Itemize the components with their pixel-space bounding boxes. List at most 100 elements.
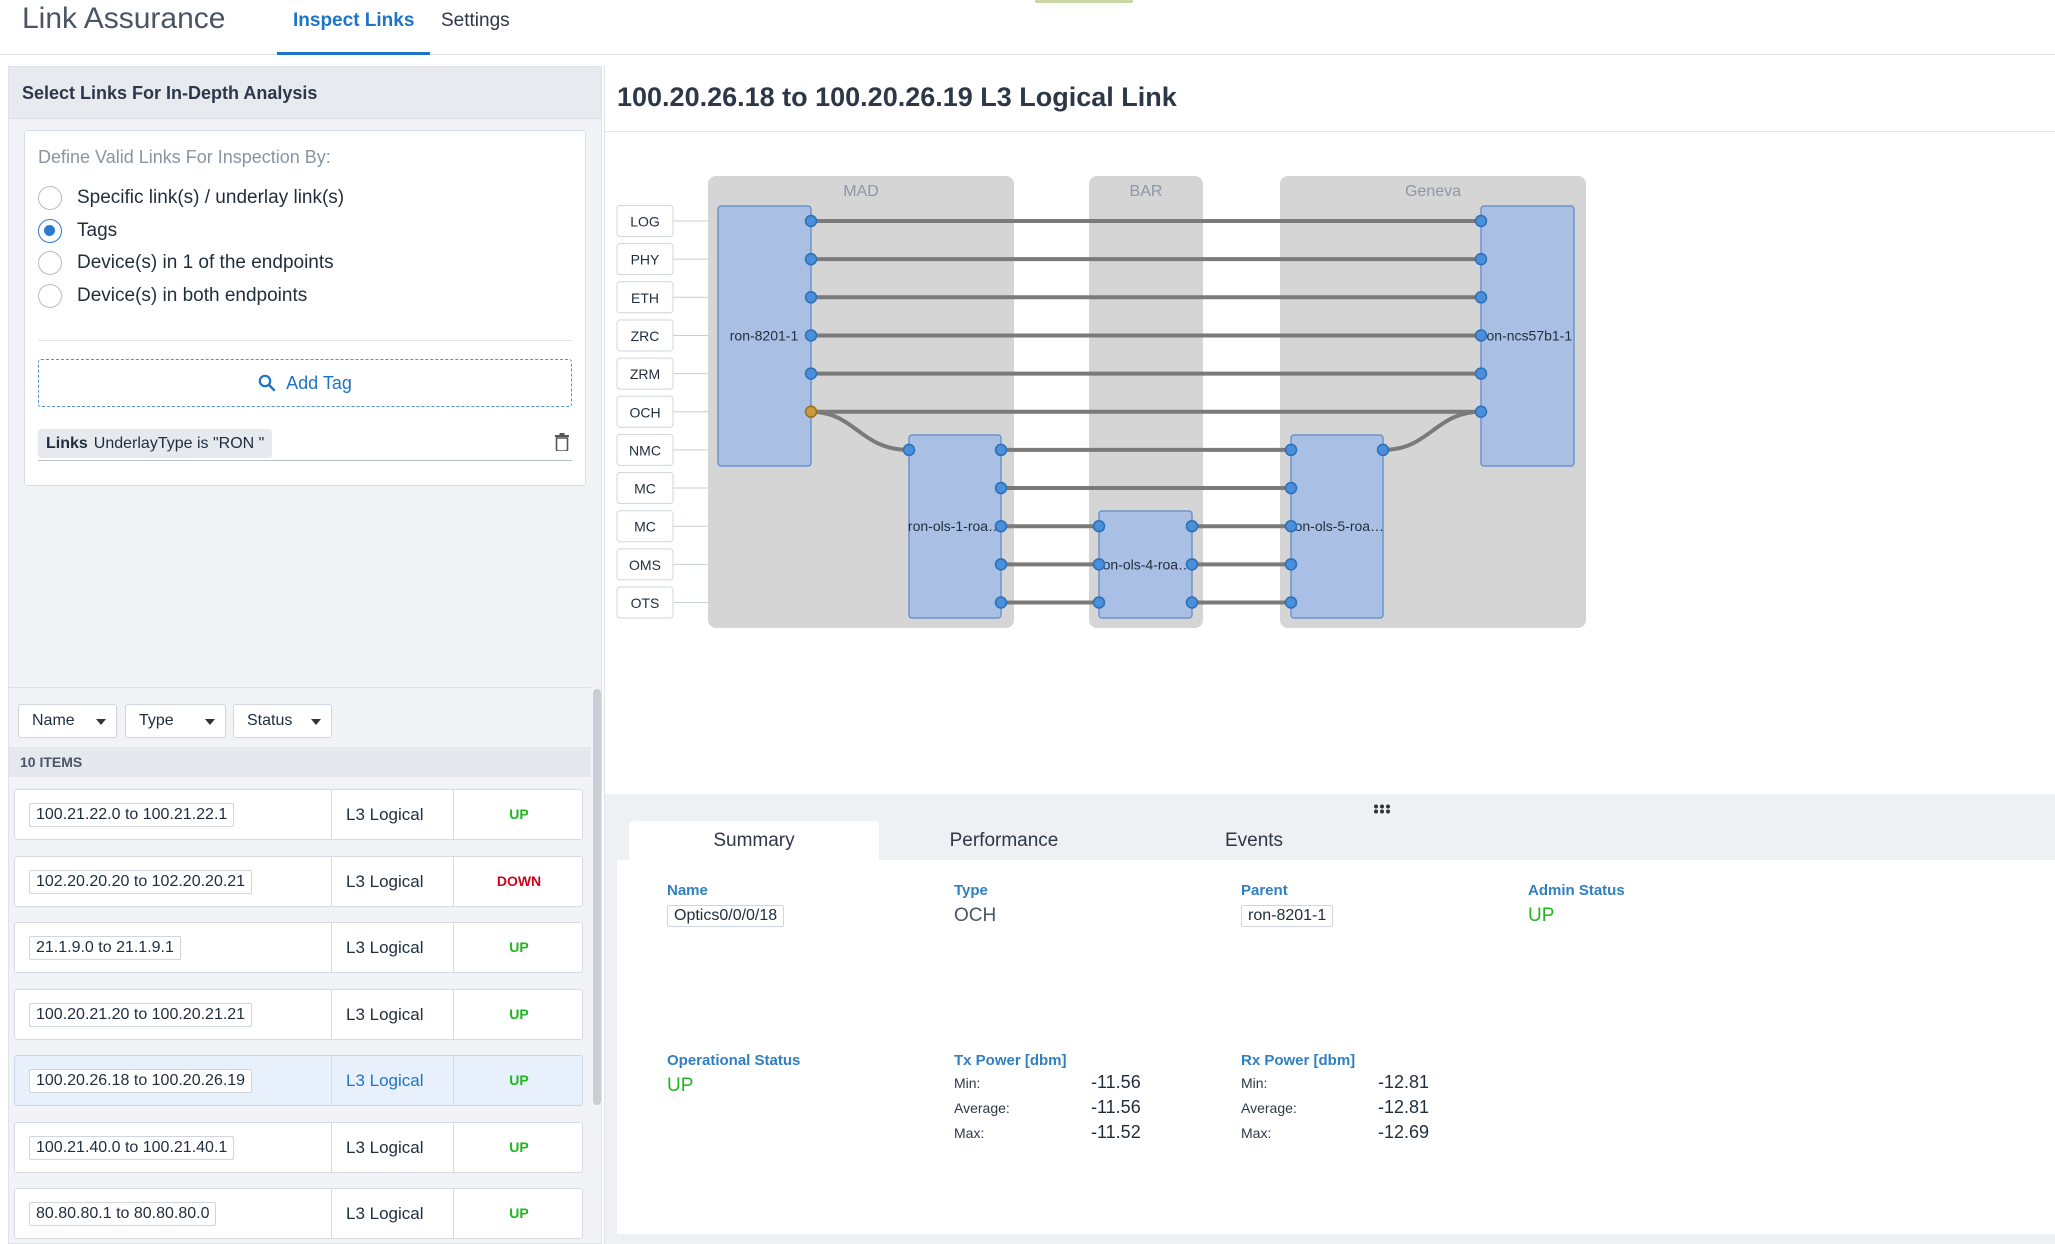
port-dot[interactable] [1284,558,1298,571]
stat-label: Min: [954,1075,981,1091]
port-dot[interactable] [1474,291,1488,304]
search-icon [258,374,276,392]
link-name: 21.1.9.0 to 21.1.9.1 [29,936,181,960]
port-dot[interactable] [1284,481,1298,495]
field-label: Admin Status [1528,882,1625,899]
rx-min-row: Min: -12.81 [1241,1072,1461,1100]
layer-label: MC [634,519,656,535]
option-specific-links[interactable]: Specific link(s) / underlay link(s) [38,182,572,215]
port-dot[interactable] [1474,329,1488,342]
table-row[interactable]: 102.20.20.20 to 102.20.20.21 L3 Logical DO… [14,855,583,907]
filter-name-dropdown[interactable]: Name [18,704,117,738]
table-row[interactable]: 21.1.9.0 to 21.1.9.1 L3 Logical UP [14,922,583,973]
link-name: 102.20.20.20 to 102.20.20.21 [29,869,253,894]
device-label: ron-ols-1-roa… [908,518,1002,534]
port-dot[interactable] [1185,558,1199,571]
table-row[interactable]: 80.80.80.1 to 80.80.80.0 L3 Logical UP [14,1188,583,1239]
port-dot[interactable] [1474,214,1488,228]
layer-label: OCH [629,404,660,420]
rx-avg-row: Average: -12.81 [1241,1097,1461,1125]
filter-type-dropdown[interactable]: Type [125,704,226,738]
port-dot[interactable] [1185,519,1199,533]
add-tag-button[interactable]: Add Tag [38,359,572,407]
table-row[interactable]: 100.21.22.0 to 100.21.22.1 L3 Logical UP [14,789,583,840]
port-dot[interactable] [1092,558,1106,571]
tx-max-row: Max: -11.52 [954,1122,1174,1150]
filter-status-dropdown[interactable]: Status [233,704,332,738]
port-dot[interactable] [1474,367,1488,380]
radio-checked-icon[interactable] [38,218,62,243]
port-dot[interactable] [1284,596,1298,609]
type-cell: L3 Logical [333,1122,454,1172]
tab-inspect-links[interactable]: Inspect Links [277,10,431,55]
site-label: Geneva [1405,183,1461,200]
field-label: Rx Power [dbm] [1241,1052,1356,1069]
type-field: Type OCH [954,882,996,927]
tab-events[interactable]: Events [1224,830,1284,851]
tab-settings[interactable]: Settings [441,10,510,31]
parent-value[interactable]: ron-8201-1 [1241,905,1334,927]
port-dot[interactable] [1092,519,1106,533]
status-badge: UP [509,1072,529,1088]
status-badge: UP [509,1005,529,1022]
radio-icon[interactable] [38,283,62,308]
table-row[interactable]: 100.20.26.18 to 100.20.26.19 L3 Logical UP [14,1055,583,1106]
drag-grip-icon[interactable] [1373,804,1391,814]
tag-chip[interactable]: Links UnderlayType is "RON " [38,429,273,458]
link-topology-diagram: MAD BAR Geneva LOG PHY ETH ZRC ZRM OCH NMC MC MC OMS… [616,176,1586,628]
radio-icon[interactable] [38,186,62,211]
type-value: OCH [954,905,997,926]
option-tags[interactable]: Tags [38,215,572,248]
caret-down-icon [205,719,215,725]
radio-icon[interactable] [38,251,62,276]
port-dot[interactable] [994,519,1008,533]
port-dot[interactable] [804,367,818,380]
port-dot[interactable] [994,558,1008,571]
option-device-one-endpoint[interactable]: Device(s) in 1 of the endpoints [38,247,572,280]
rx-power-field: Rx Power [dbm] Min: -12.81 Average: -12.81… [1241,1052,1461,1150]
link-name: 100.21.22.0 to 100.21.22.1 [29,803,235,827]
list-scrollbar[interactable] [593,689,601,1105]
layer-label: ZRC [631,328,660,344]
tab-performance[interactable]: Performance [949,830,1059,851]
trash-icon[interactable] [554,433,570,456]
port-dot[interactable] [1092,596,1106,609]
port-dot[interactable] [804,291,818,304]
port-dot[interactable] [994,443,1008,457]
option-device-both-endpoints[interactable]: Device(s) in both endpoints [38,280,572,313]
port-dot[interactable] [804,405,818,418]
oper-status-value: UP [667,1075,694,1096]
port-dot[interactable] [804,252,818,266]
parent-field: Parent ron-8201-1 [1241,882,1334,927]
site-label: BAR [1130,183,1163,200]
table-row[interactable]: 100.20.21.20 to 100.20.21.21 L3 Logical UP [14,988,583,1040]
port-dot[interactable] [804,329,818,342]
tab-summary[interactable]: Summary [629,821,879,861]
link-curve[interactable] [1382,409,1482,452]
port-dot[interactable] [1376,443,1390,457]
port-dot[interactable] [1474,252,1488,266]
port-dot[interactable] [1284,443,1298,457]
port-dot[interactable] [994,481,1008,495]
port-dot[interactable] [1474,405,1488,418]
link-name: 100.21.40.0 to 100.21.40.1 [29,1135,235,1160]
port-dot[interactable] [804,214,818,228]
name-cell: 100.20.21.20 to 100.20.21.21 [15,989,332,1039]
port-dot[interactable] [994,596,1008,609]
stat-label: Max: [1241,1125,1272,1141]
rx-max-value: -12.69 [1378,1122,1430,1142]
port-dot[interactable] [1284,519,1298,533]
port-dot[interactable] [902,443,916,457]
type-cell: L3 Logical [333,790,454,839]
admin-status-value: UP [1528,905,1555,926]
device-label: ron-8201-1 [730,327,799,343]
link-curve[interactable] [810,409,910,452]
define-title: Define Valid Links For Inspection By: [38,147,331,167]
name-value: Optics0/0/0/18 [667,905,785,927]
filter-label: Status [247,712,293,729]
port-dot[interactable] [1185,596,1199,609]
diagram-title: 100.20.26.18 to 100.20.26.19 L3 Logical … [617,82,1177,112]
stat-label: Min: [1241,1075,1268,1091]
filter-label: Type [139,712,174,729]
table-row[interactable]: 100.21.40.0 to 100.21.40.1 L3 Logical UP [14,1121,583,1173]
